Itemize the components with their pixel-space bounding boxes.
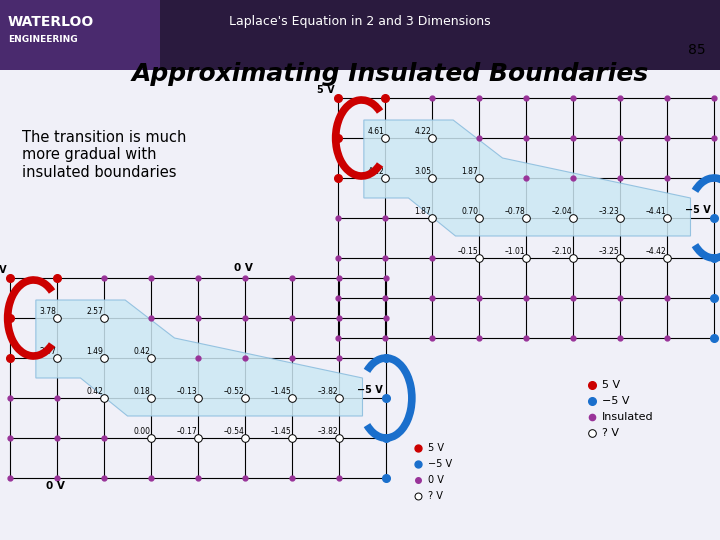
Text: 3.78: 3.78 [39,307,56,316]
Text: 0 V: 0 V [45,481,64,491]
Polygon shape [364,120,690,236]
Text: 0 V: 0 V [428,475,444,485]
Text: –0.17: –0.17 [176,427,197,436]
Text: –4.41: –4.41 [645,207,666,216]
Text: –3.25: –3.25 [598,247,619,256]
Text: 0 V: 0 V [233,263,253,273]
Text: 5 V: 5 V [428,443,444,453]
Text: –1.45: –1.45 [270,387,291,396]
Text: –4.42: –4.42 [645,247,666,256]
Text: –3.82: –3.82 [318,387,338,396]
Text: –0.78: –0.78 [504,207,525,216]
Text: –3.23: –3.23 [598,207,619,216]
Text: The transition is much
more gradual with
insulated boundaries: The transition is much more gradual with… [22,130,186,180]
Text: 2.57: 2.57 [39,347,56,356]
Text: –3.82: –3.82 [318,427,338,436]
Text: 4.22: 4.22 [414,127,431,136]
Text: 85: 85 [688,43,706,57]
Text: 2.57: 2.57 [86,307,103,316]
Text: –0.15: –0.15 [457,247,478,256]
Text: Laplace's Equation in 2 and 3 Dimensions: Laplace's Equation in 2 and 3 Dimensions [229,16,491,29]
Text: 4.22: 4.22 [367,167,384,176]
Bar [0,70,720,540]
Text: –2.10: –2.10 [552,247,572,256]
Bar [0,0,720,70]
Text: 1.87: 1.87 [462,167,478,176]
Text: ENGINEERING: ENGINEERING [8,36,78,44]
Text: 0.18: 0.18 [133,387,150,396]
Text: 5 V: 5 V [602,380,620,390]
Text: 5 V: 5 V [0,265,7,275]
Text: –1.01: –1.01 [505,247,525,256]
Text: 3.05: 3.05 [414,167,431,176]
Text: 1.87: 1.87 [414,207,431,216]
Text: ? V: ? V [602,428,619,438]
Text: 0.00: 0.00 [133,427,150,436]
Text: WATERLOO: WATERLOO [8,15,94,29]
Text: −5 V: −5 V [428,459,452,469]
Text: –0.52: –0.52 [223,387,244,396]
Text: –0.13: –0.13 [176,387,197,396]
Text: 0.42: 0.42 [86,387,103,396]
Bar [0,0,160,70]
Text: Approximating Insulated Boundaries: Approximating Insulated Boundaries [131,62,649,86]
Text: −5 V: −5 V [357,385,383,395]
Text: 1.49: 1.49 [86,347,103,356]
Text: ? V: ? V [428,491,443,501]
Text: 4.61: 4.61 [367,127,384,136]
Text: –2.04: –2.04 [552,207,572,216]
Text: −5 V: −5 V [602,396,629,406]
Text: –1.45: –1.45 [270,427,291,436]
Text: –0.54: –0.54 [223,427,244,436]
Polygon shape [36,300,362,416]
Text: −5 V: −5 V [685,205,711,215]
Text: Insulated: Insulated [602,412,654,422]
Text: 0.42: 0.42 [133,347,150,356]
Text: 5 V: 5 V [318,85,335,95]
Text: 0.70: 0.70 [461,207,478,216]
